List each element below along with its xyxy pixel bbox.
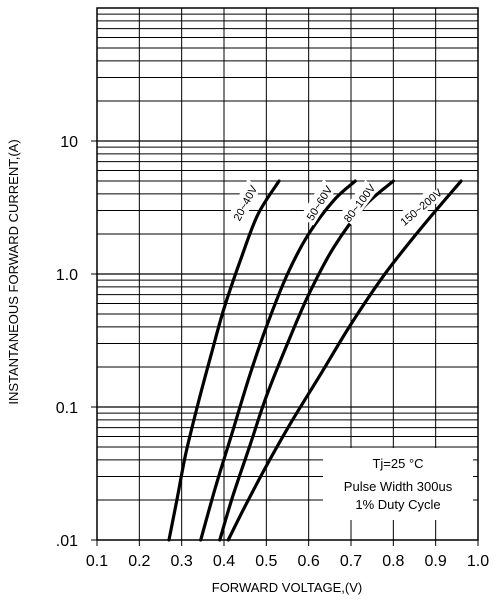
y-axis-label: INSTANTANEOUS FORWARD CURRENT,(A) [6, 139, 21, 404]
annotation-box: Tj=25 °C Pulse Width 300us 1% Duty Cycle [323, 448, 473, 520]
curve-layer [167, 179, 463, 542]
annotation-line-1: Tj=25 °C [372, 456, 423, 471]
y-tick-label: 0.1 [56, 400, 78, 417]
x-tick-label: 0.3 [171, 553, 193, 570]
series-20-40v-curve [167, 179, 281, 542]
series-label-background-20-40v [226, 179, 262, 226]
series-label-background-150-200v [398, 186, 443, 227]
x-tick-label: 0.1 [86, 553, 108, 570]
series-label-background-80-100v [338, 180, 379, 225]
series-150-200v-curve [226, 179, 463, 542]
x-tick-label: 0.4 [213, 553, 235, 570]
x-tick-label: 0.2 [128, 553, 150, 570]
y-tick-label: .01 [56, 533, 78, 550]
x-tick-label: 0.7 [340, 553, 362, 570]
series-50-60v-curve [199, 179, 357, 542]
x-tick-label: 1.0 [467, 553, 489, 570]
x-tick-label: 0.6 [298, 553, 320, 570]
annotation-line-3: 1% Duty Cycle [355, 497, 440, 512]
x-tick-label: 0.9 [425, 553, 447, 570]
annotation-line-2: Pulse Width 300us [344, 479, 453, 494]
x-tick-label: 0.8 [382, 553, 404, 570]
series-label-background-50-60v [299, 179, 337, 226]
y-tick-label: 1.0 [56, 267, 78, 284]
x-axis-label: FORWARD VOLTAGE,(V) [212, 580, 362, 595]
annotation-background [323, 448, 473, 520]
x-tick-label: 0.5 [255, 553, 277, 570]
y-tick-label: 10 [60, 134, 78, 151]
tick-layer: 0.1 0.2 0.3 0.4 0.5 0.6 0.7 0.8 0.9 1.0 .01 0.1 1.0 1… [56, 134, 489, 570]
